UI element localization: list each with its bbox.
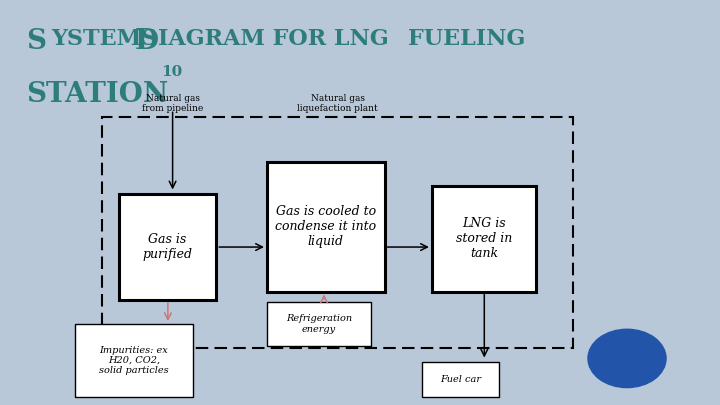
Text: S: S xyxy=(27,28,47,55)
Text: Impurities: ex
H20, CO2,
solid particles: Impurities: ex H20, CO2, solid particles xyxy=(99,345,168,375)
Text: Gas is
purified: Gas is purified xyxy=(143,233,192,261)
Bar xyxy=(119,194,217,300)
Bar xyxy=(432,186,536,292)
Text: Natural gas
liquefaction plant: Natural gas liquefaction plant xyxy=(297,94,378,113)
Text: STATION: STATION xyxy=(27,81,168,108)
Text: Natural gas
from pipeline: Natural gas from pipeline xyxy=(142,94,203,113)
Bar xyxy=(422,362,499,397)
Bar xyxy=(75,324,193,397)
Bar xyxy=(267,162,384,292)
Text: Gas is cooled to
condense it into
liquid: Gas is cooled to condense it into liquid xyxy=(275,205,377,248)
Bar xyxy=(102,117,573,348)
Text: Refrigeration
energy: Refrigeration energy xyxy=(286,314,352,334)
Text: LNG is
stored in
tank: LNG is stored in tank xyxy=(456,217,512,260)
Text: D: D xyxy=(134,28,158,55)
Text: Fuel car: Fuel car xyxy=(440,375,481,384)
Text: 10: 10 xyxy=(161,65,182,79)
Text: FUELING: FUELING xyxy=(408,28,526,50)
Ellipse shape xyxy=(588,329,666,388)
Text: YSTEMS: YSTEMS xyxy=(51,28,166,50)
Text: IAGRAM FOR LNG: IAGRAM FOR LNG xyxy=(158,28,396,50)
Bar xyxy=(267,302,372,346)
